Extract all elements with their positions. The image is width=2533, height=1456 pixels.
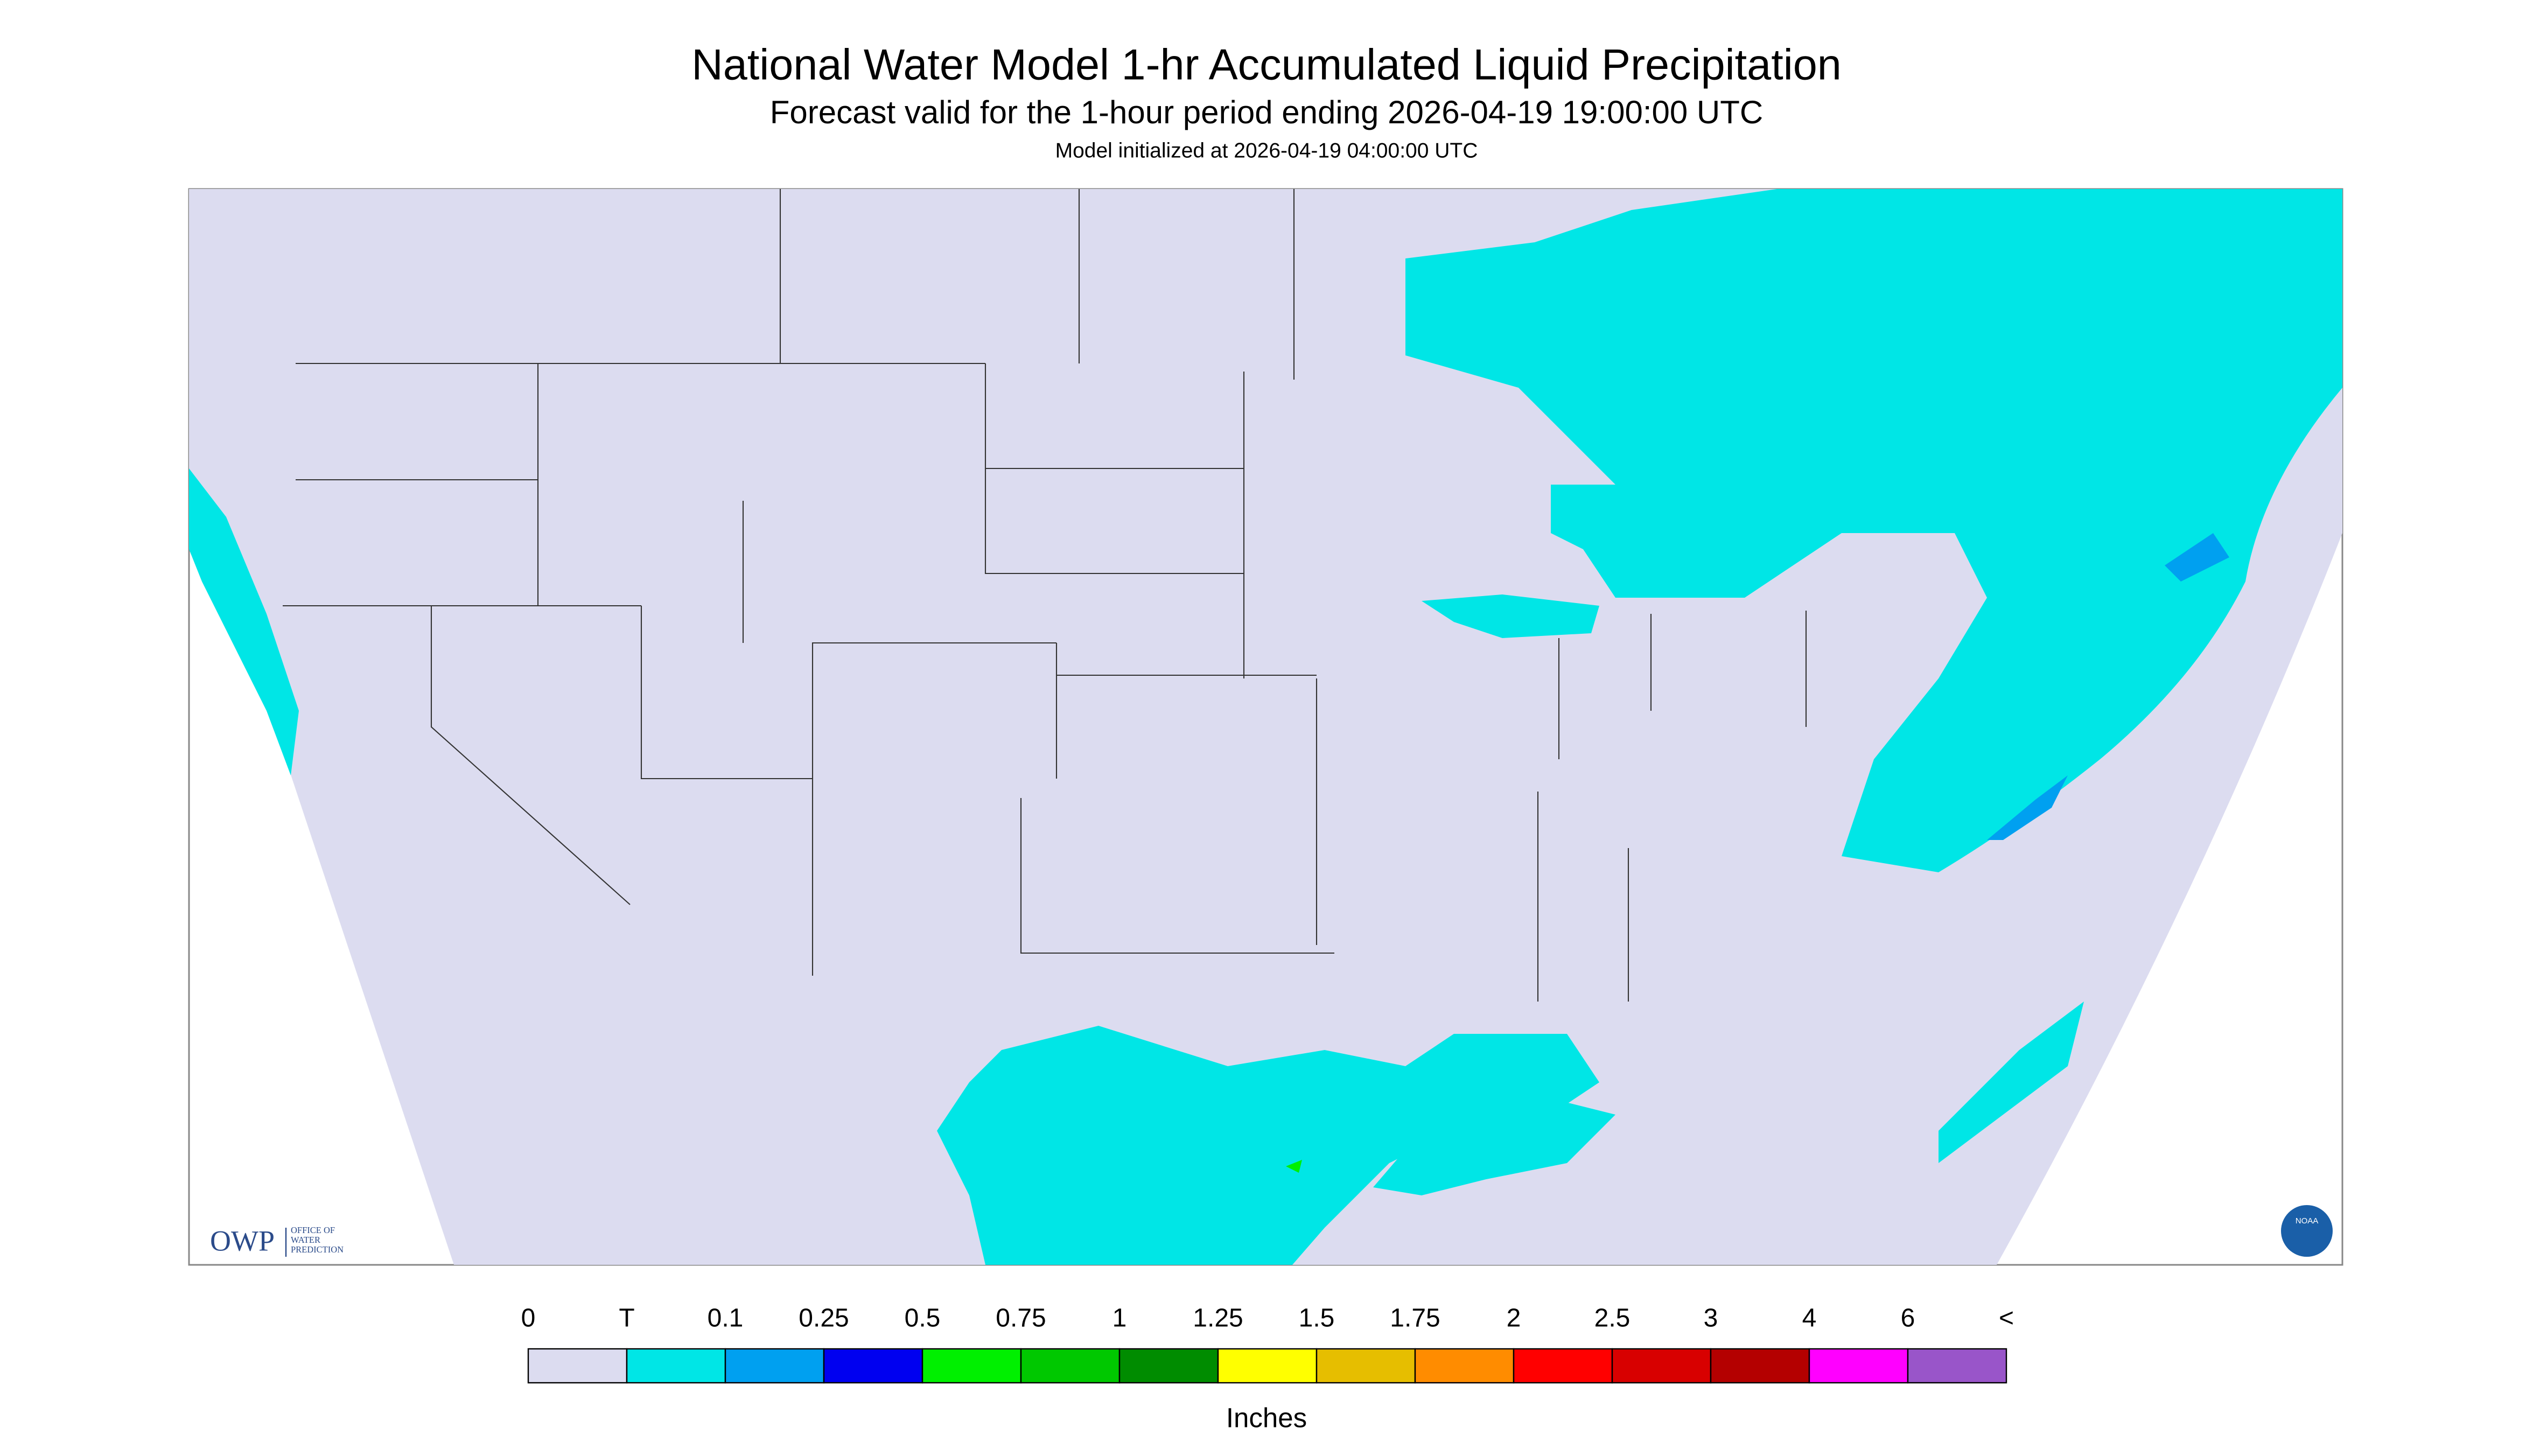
precip-heavier-ne [2165, 533, 2229, 582]
legend-swatch [626, 1348, 726, 1384]
noaa-label: NOAA [2296, 1216, 2319, 1226]
state-lines [283, 189, 1807, 1002]
legend-label: < [1999, 1304, 2014, 1333]
legend-label: 0.75 [996, 1304, 1046, 1333]
precip-northeast [1405, 189, 2342, 873]
legend-swatch [1513, 1348, 1613, 1384]
legend-swatch [1611, 1348, 1712, 1384]
precip-midwest [1422, 594, 1599, 639]
legend-label: T [619, 1304, 634, 1333]
legend-swatch [527, 1348, 628, 1384]
legend-label: 1.75 [1390, 1304, 1440, 1333]
precip-west-coast [189, 468, 299, 776]
legend-swatch [1217, 1348, 1318, 1384]
legend-unit: Inches [1226, 1402, 1307, 1433]
legend-swatch [1118, 1348, 1219, 1384]
title: National Water Model 1-hr Accumulated Li… [691, 40, 1842, 89]
legend-swatch [1316, 1348, 1416, 1384]
logo-name-line: WATER [291, 1235, 320, 1245]
legend-label: 1 [1112, 1304, 1127, 1333]
precip-heavier [1987, 775, 2068, 841]
legend-label: 0 [521, 1304, 536, 1333]
legend-swatch [921, 1348, 1022, 1384]
legend-label: 1.5 [1299, 1304, 1335, 1333]
precip-atlantic [1939, 1002, 2084, 1164]
precip-gulf-west [937, 1026, 1599, 1265]
precip-areas [189, 189, 2342, 1265]
legend-label: 2 [1507, 1304, 1521, 1333]
legend-swatch [1710, 1348, 1810, 1384]
subtitle: Forecast valid for the 1-hour period end… [770, 94, 1763, 130]
logo-name-line: PREDICTION [291, 1244, 344, 1255]
legend-label: 3 [1704, 1304, 1718, 1333]
legend-label: 4 [1802, 1304, 1817, 1333]
init-note: Model initialized at 2026-04-19 04:00:00… [1055, 139, 1478, 162]
logo-name-line: OFFICE OF [291, 1225, 335, 1235]
legend-swatch [724, 1348, 825, 1384]
legend-label: 2.5 [1594, 1304, 1631, 1333]
legend-swatch [823, 1348, 923, 1384]
gap [1987, 189, 2165, 437]
noaa-logo [2281, 1205, 2333, 1257]
legend-swatch [1907, 1348, 2007, 1384]
legend-swatch [1020, 1348, 1121, 1384]
legend-swatch [1808, 1348, 1909, 1384]
legend: 0 T 0.1 0.25 0.5 0.75 1 1.25 1.5 1.75 2 2.5 3 4 6 < [521, 1304, 2014, 1384]
legend-label: 1.25 [1193, 1304, 1243, 1333]
precip-gulf-east [1373, 1098, 1615, 1196]
legend-label: 0.1 [708, 1304, 744, 1333]
legend-label: 6 [1901, 1304, 1915, 1333]
precip-spot [1286, 1160, 1302, 1173]
legend-swatch [1414, 1348, 1515, 1384]
legend-label: 0.25 [799, 1304, 849, 1333]
logo-acronym: OWP [210, 1224, 275, 1257]
legend-label: 0.5 [905, 1304, 941, 1333]
